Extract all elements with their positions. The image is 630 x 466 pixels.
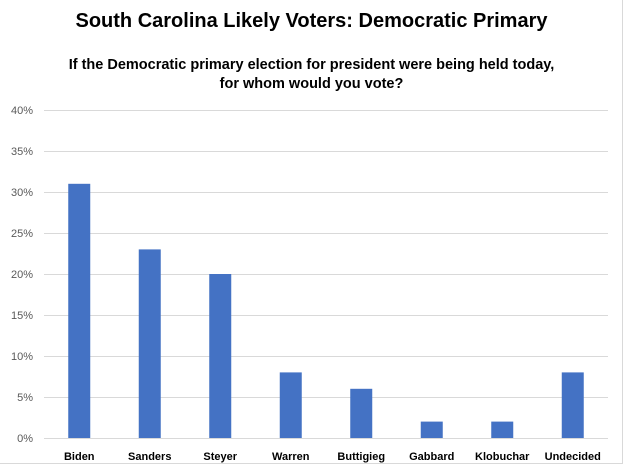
y-tick-label: 30% (11, 187, 33, 199)
chart-subtitle: If the Democratic primary election for p… (40, 56, 583, 94)
y-tick-label: 25% (11, 228, 33, 240)
y-tick-label: 15% (11, 310, 33, 322)
x-category-label: Sanders (128, 451, 171, 463)
x-category-label: Gabbard (409, 451, 454, 463)
chart-subtitle-line-2: for whom would you vote? (219, 76, 404, 92)
x-category-label: Klobuchar (475, 451, 530, 463)
x-category-label: Buttigieg (337, 451, 385, 463)
bar-warren (279, 372, 302, 438)
grid-lines (44, 110, 608, 439)
bar-gabbard (420, 421, 443, 438)
x-category-label: Warren (272, 451, 310, 463)
chart-subtitle-line-1: If the Democratic primary election for p… (68, 57, 555, 73)
y-tick-label: 0% (17, 433, 33, 445)
bars (68, 183, 584, 438)
y-tick-label: 35% (11, 146, 33, 158)
y-tick-label: 20% (11, 269, 33, 281)
x-axis-category-labels: Biden Sanders Steyer Warren Buttigieg Gabbard… (64, 451, 601, 463)
bar-buttigieg (350, 388, 373, 438)
bar-steyer (209, 274, 232, 438)
y-tick-label: 5% (17, 392, 33, 404)
chart-title: South Carolina Likely Voters: Democratic… (75, 10, 548, 32)
bar-undecided (561, 372, 584, 438)
y-axis-tick-labels: 0% 5% 10% 15% 20% 25% 30% 35% 40% (11, 105, 33, 445)
y-tick-label: 40% (11, 105, 33, 117)
x-category-label: Steyer (203, 451, 237, 463)
x-category-label: Biden (64, 451, 95, 463)
y-tick-label: 10% (11, 351, 33, 363)
bar-sanders (138, 249, 161, 438)
bar-biden (68, 183, 91, 438)
bar-klobuchar (491, 421, 514, 438)
x-category-label: Undecided (545, 451, 601, 463)
